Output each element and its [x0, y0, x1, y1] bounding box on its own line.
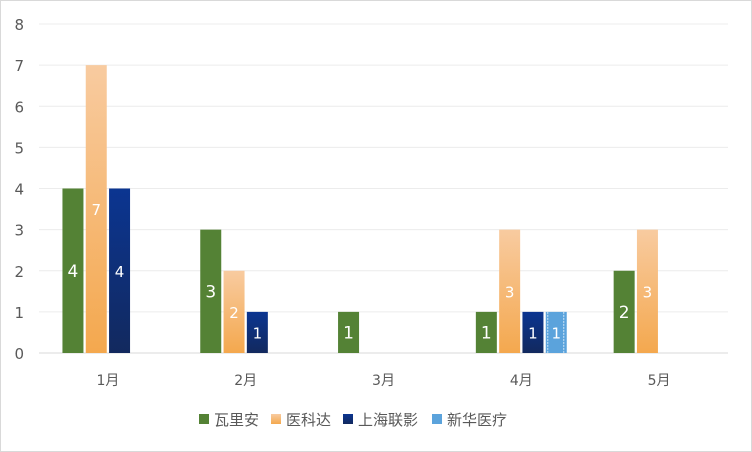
- legend-label[interactable]: 新华医疗: [447, 411, 507, 429]
- bar[interactable]: [338, 311, 360, 353]
- bar[interactable]: [499, 229, 521, 353]
- data-label: 1: [481, 323, 492, 343]
- data-label: 7: [91, 201, 101, 219]
- y-tick-label: 5: [14, 139, 24, 157]
- x-tick-label: 5月: [648, 373, 671, 389]
- data-label: 3: [505, 283, 515, 301]
- y-tick-label: 4: [14, 181, 24, 199]
- legend-label[interactable]: 医科达: [286, 411, 331, 429]
- bar[interactable]: [636, 229, 658, 353]
- y-tick-label: 0: [14, 345, 24, 363]
- data-label: 1: [551, 324, 561, 342]
- bar[interactable]: [246, 311, 268, 353]
- data-label: 1: [528, 324, 538, 342]
- data-label: 1: [253, 324, 263, 342]
- legend-swatch: [199, 414, 209, 424]
- x-tick-label: 3月: [372, 373, 395, 389]
- data-label: 4: [115, 263, 125, 281]
- y-tick-label: 7: [14, 57, 24, 75]
- y-tick-label: 6: [14, 98, 24, 116]
- y-tick-label: 3: [14, 222, 24, 240]
- y-tick-label: 2: [14, 263, 24, 281]
- y-tick-label: 8: [14, 16, 24, 34]
- bar[interactable]: [109, 188, 131, 354]
- legend-swatch: [343, 414, 353, 424]
- bar[interactable]: [522, 311, 544, 353]
- y-tick-label: 1: [14, 304, 24, 322]
- data-label: 1: [343, 323, 354, 343]
- x-tick-label: 4月: [510, 373, 533, 389]
- data-label: 4: [68, 262, 79, 282]
- data-label: 3: [643, 283, 653, 301]
- bar[interactable]: [223, 270, 245, 353]
- bar[interactable]: [62, 188, 84, 354]
- bar[interactable]: [475, 311, 497, 353]
- legend-label[interactable]: 上海联影: [358, 411, 418, 429]
- bar[interactable]: [613, 270, 635, 353]
- data-label: 3: [205, 282, 216, 302]
- x-tick-label: 2月: [234, 373, 257, 389]
- data-label: 2: [229, 304, 239, 322]
- legend-label[interactable]: 瓦里安: [214, 411, 259, 429]
- legend-swatch: [271, 414, 281, 424]
- bar[interactable]: [545, 311, 567, 353]
- bar[interactable]: [200, 229, 222, 353]
- x-tick-label: 1月: [96, 373, 119, 389]
- bar[interactable]: [85, 65, 107, 353]
- data-label: 2: [619, 303, 630, 323]
- legend-swatch: [432, 414, 442, 424]
